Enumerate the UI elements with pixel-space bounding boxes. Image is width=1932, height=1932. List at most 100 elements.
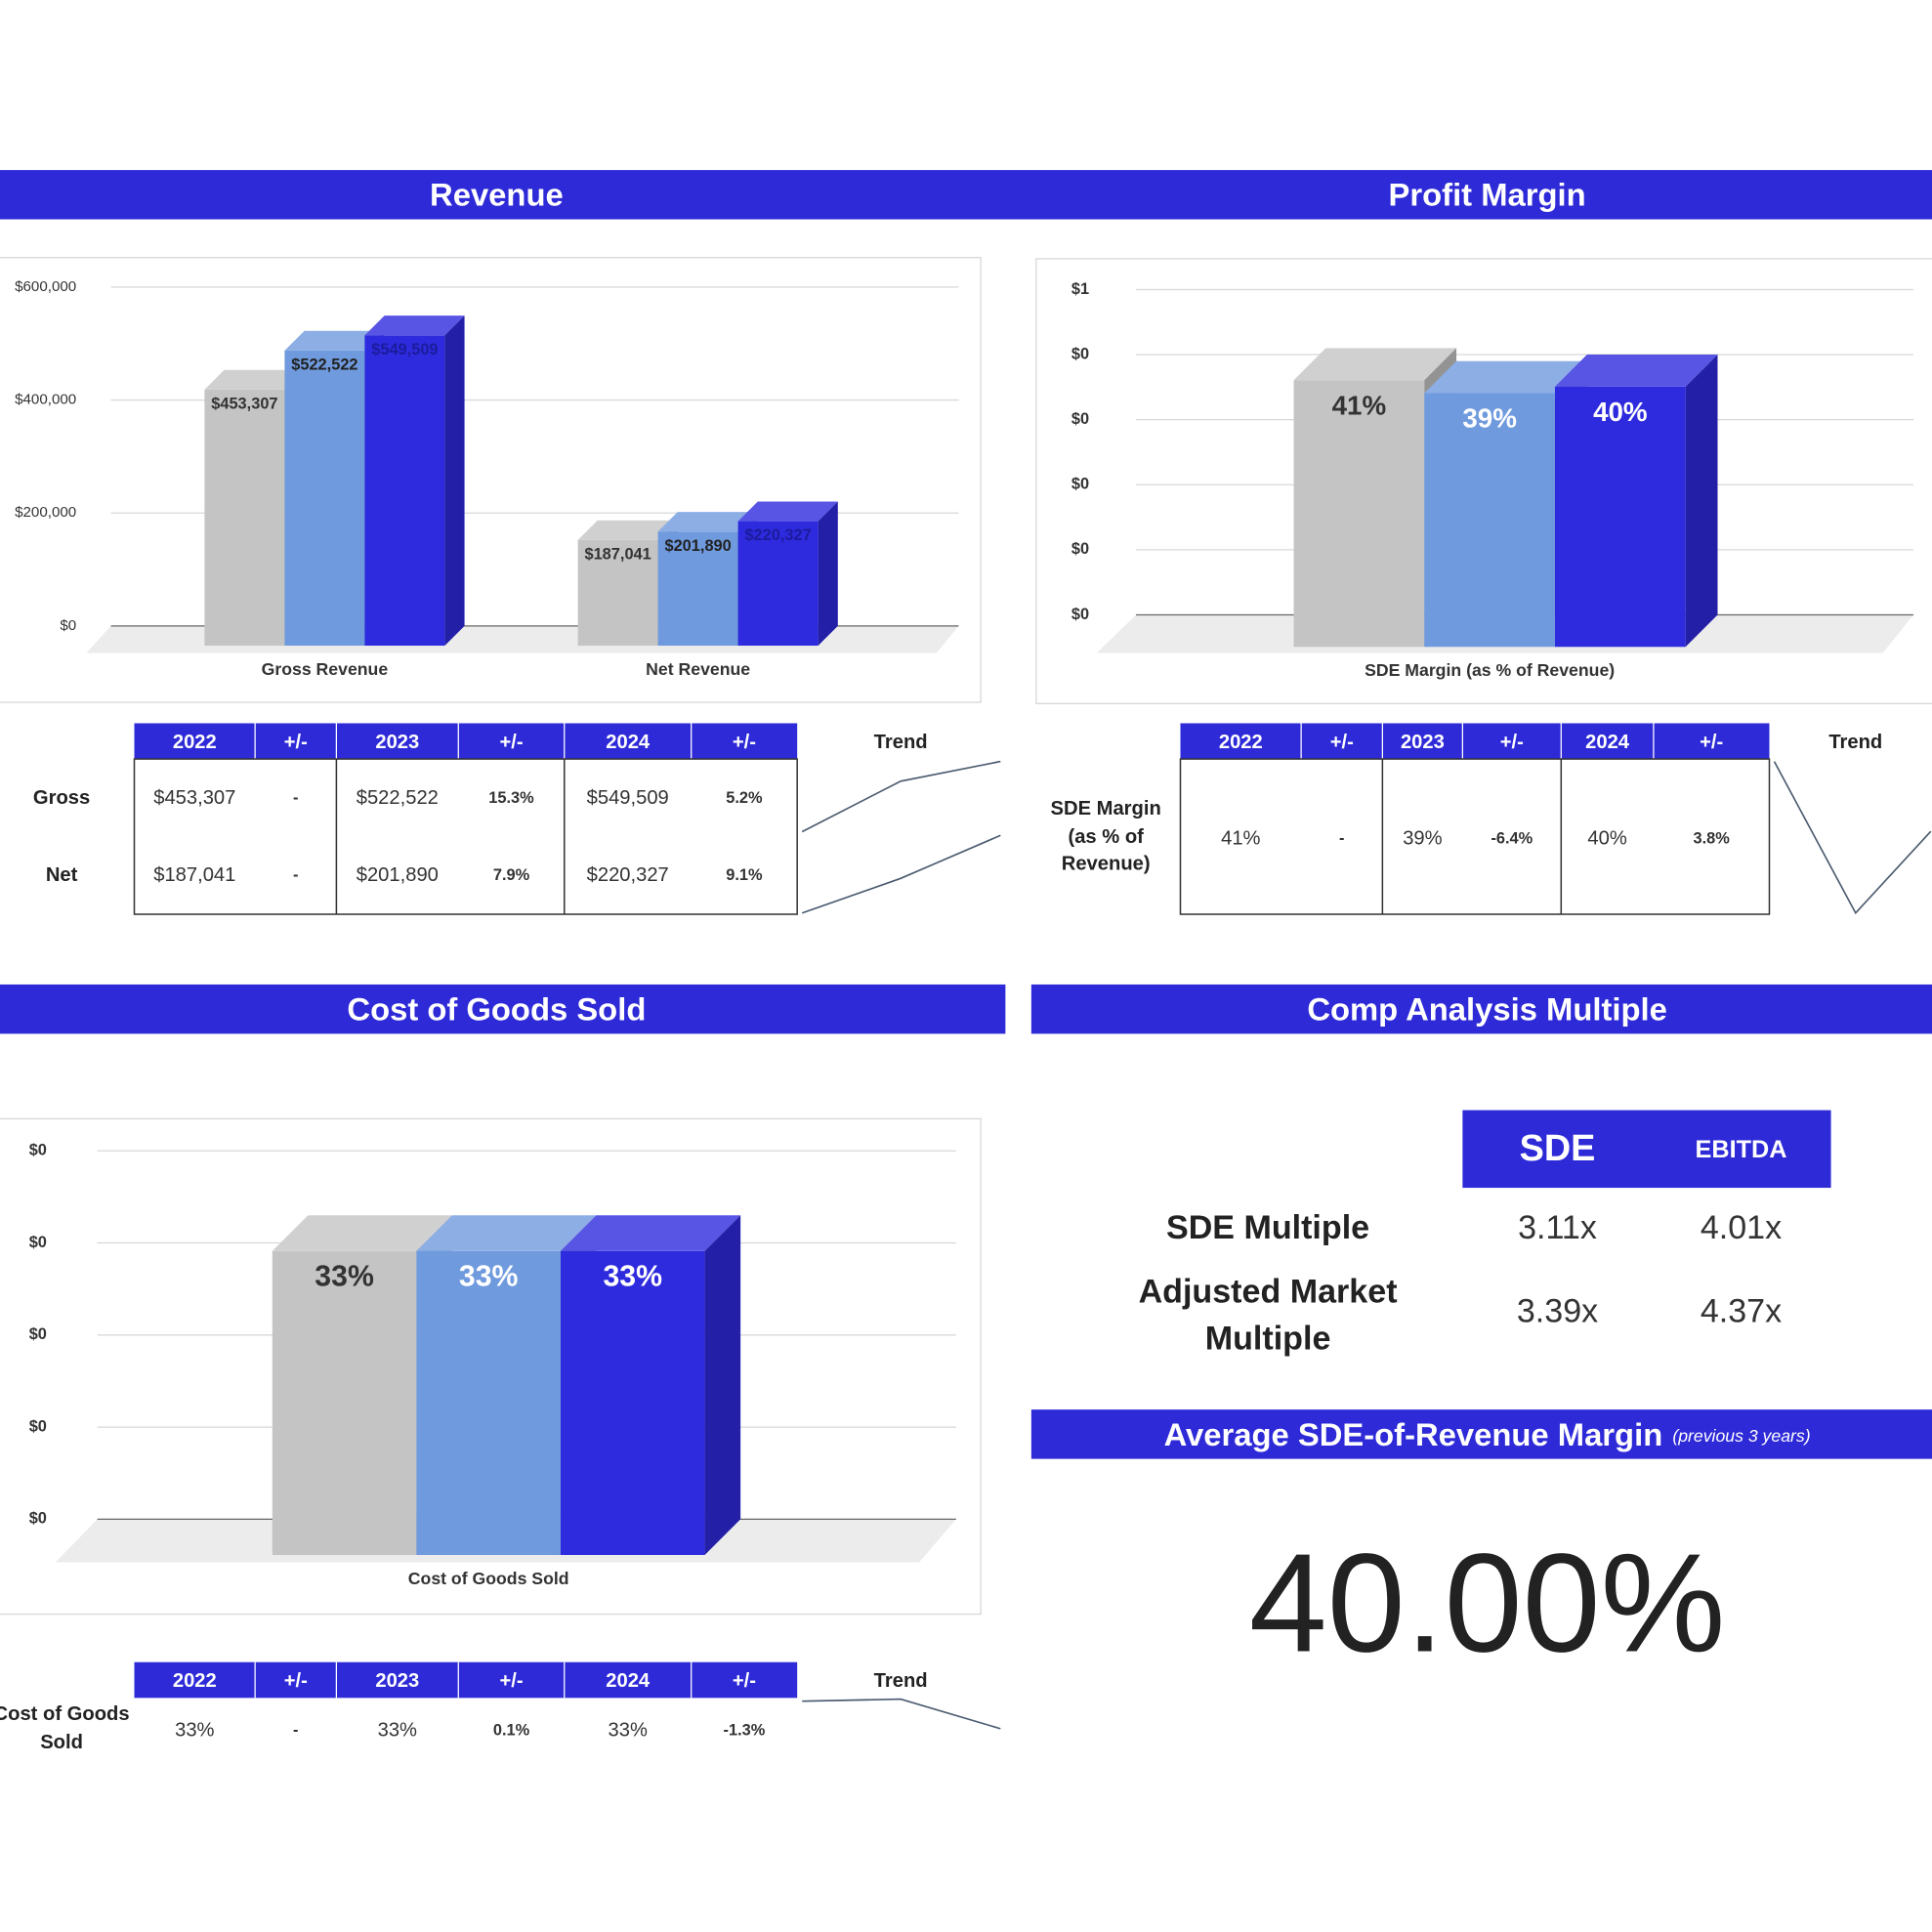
x-category-label: Net Revenue — [646, 659, 750, 679]
column-header: 2024 — [1585, 732, 1630, 753]
table-cell: - — [293, 1722, 298, 1740]
bar-front — [1554, 386, 1686, 648]
trend-header: Trend — [874, 1670, 928, 1692]
data-label: 39% — [1462, 403, 1517, 434]
bar-side — [1685, 355, 1718, 648]
bar-front — [204, 389, 285, 647]
data-label: 33% — [315, 1261, 374, 1293]
average-heading: Average SDE-of-Revenue Margin (previous 3… — [1164, 1416, 1811, 1452]
section-title: Profit Margin — [1389, 176, 1586, 212]
column-header: +/- — [499, 732, 523, 753]
bar-top — [364, 315, 465, 336]
column-header: 2022 — [173, 1670, 217, 1692]
column-header: 2024 — [606, 1670, 651, 1692]
section-title: Comp Analysis Multiple — [1307, 990, 1667, 1027]
comp-row-label: SDE Multiple — [1166, 1209, 1369, 1246]
trend-line — [801, 760, 1001, 833]
column-header: +/- — [284, 732, 308, 753]
comp-header — [1462, 1110, 1831, 1189]
table-cell: 9.1% — [726, 866, 763, 884]
table-cell: - — [1339, 829, 1344, 847]
row-label: Gross — [33, 787, 90, 809]
bar-top — [737, 501, 838, 522]
bar-top — [1554, 355, 1718, 387]
table-cell: 40% — [1587, 827, 1626, 849]
x-category-label: Cost of Goods Sold — [408, 1569, 569, 1588]
data-label: 40% — [1593, 397, 1648, 427]
table-cell: 5.2% — [726, 789, 763, 807]
bar-top — [416, 1215, 597, 1251]
y-tick-label: $0 — [1071, 540, 1089, 558]
bar — [364, 315, 465, 647]
average-note: (previous 3 years) — [1672, 1426, 1810, 1446]
data-label: $187,041 — [584, 545, 651, 563]
table-cell: - — [293, 789, 298, 807]
x-category-label: SDE Margin (as % of Revenue) — [1365, 660, 1615, 680]
trend-line — [801, 834, 1001, 914]
data-label: $220,327 — [744, 526, 811, 544]
column-header: +/- — [733, 732, 756, 753]
column-header: +/- — [499, 1670, 523, 1692]
bar-front — [272, 1250, 417, 1555]
trend-header: Trend — [874, 732, 928, 753]
y-tick-label: $600,000 — [15, 278, 76, 295]
table-cell: 7.9% — [493, 866, 530, 884]
bar-top — [284, 330, 385, 351]
column-header: +/- — [284, 1670, 308, 1692]
data-label: 33% — [603, 1261, 662, 1293]
table-cell: 33% — [378, 1720, 417, 1742]
average-value: 40.00% — [1249, 1526, 1726, 1682]
trend-line — [1773, 761, 1932, 915]
y-tick-label: $0 — [1071, 606, 1089, 623]
data-label: $201,890 — [664, 537, 731, 555]
column-header: 2024 — [606, 732, 651, 753]
column-header: +/- — [1700, 732, 1723, 753]
section-bar — [1030, 1409, 1932, 1459]
bar-top — [560, 1215, 741, 1251]
row-label: SDE Margin (as % of Revenue) — [1050, 798, 1161, 875]
y-tick-label: $0 — [29, 1417, 47, 1435]
bar-front — [737, 521, 819, 647]
bar-front — [577, 539, 658, 647]
bar-front — [1424, 393, 1555, 648]
bar-top — [1424, 360, 1587, 394]
bar-front — [657, 531, 738, 647]
y-tick-label: $0 — [60, 617, 76, 634]
table-header — [1180, 723, 1770, 760]
table-body — [1179, 758, 1771, 915]
y-tick-label: $0 — [29, 1325, 47, 1343]
bar — [737, 501, 838, 647]
table-cell: 33% — [609, 1720, 648, 1742]
table-cell: 0.1% — [493, 1722, 530, 1740]
table-cell: $201,890 — [357, 864, 439, 886]
column-header: 2022 — [1219, 732, 1263, 753]
data-label: 33% — [459, 1261, 519, 1293]
table-cell: $220,327 — [587, 864, 669, 886]
bar-front — [416, 1250, 561, 1555]
section-bar — [1030, 984, 1932, 1034]
table-cell: $549,509 — [587, 787, 669, 809]
section-title: Cost of Goods Sold — [347, 990, 646, 1027]
bar-top — [272, 1215, 452, 1251]
section-bar — [0, 170, 1932, 220]
y-tick-label: $0 — [29, 1234, 47, 1251]
average-title: Average SDE-of-Revenue Margin — [1164, 1416, 1663, 1452]
y-tick-label: $0 — [1071, 410, 1089, 428]
column-header: +/- — [1330, 732, 1354, 753]
comp-value: 4.37x — [1701, 1293, 1782, 1330]
column-header: 2023 — [1401, 732, 1445, 753]
data-label: $522,522 — [291, 356, 357, 373]
column-header: +/- — [1500, 732, 1524, 753]
bar-top — [577, 520, 678, 540]
column-header: 2023 — [375, 732, 419, 753]
bar-front — [1293, 380, 1425, 648]
comp-value: 3.11x — [1518, 1209, 1597, 1246]
table-cell: 33% — [175, 1720, 214, 1742]
table-cell: 3.8% — [1694, 829, 1731, 847]
y-tick-label: $0 — [1071, 476, 1089, 493]
bar — [560, 1215, 741, 1555]
column-header: +/- — [733, 1670, 756, 1692]
label-box: SDE Margin (as % of Revenue) — [1050, 798, 1161, 875]
label-box: Cost of Goods Sold — [0, 1704, 130, 1753]
